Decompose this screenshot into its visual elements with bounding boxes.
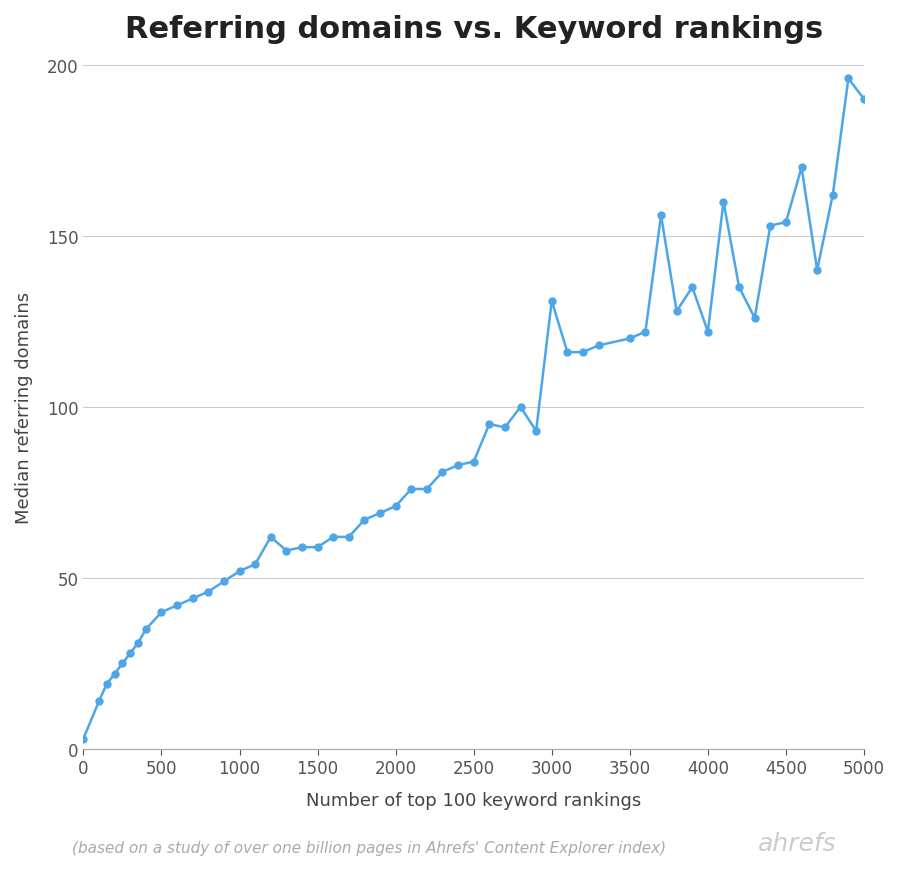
Title: Referring domains vs. Keyword rankings: Referring domains vs. Keyword rankings — [124, 15, 823, 44]
X-axis label: Number of top 100 keyword rankings: Number of top 100 keyword rankings — [306, 791, 642, 809]
Text: ahrefs: ahrefs — [759, 831, 837, 855]
Text: (based on a study of over one billion pages in Ahrefs' Content Explorer index): (based on a study of over one billion pa… — [72, 840, 666, 855]
Y-axis label: Median referring domains: Median referring domains — [15, 291, 33, 524]
